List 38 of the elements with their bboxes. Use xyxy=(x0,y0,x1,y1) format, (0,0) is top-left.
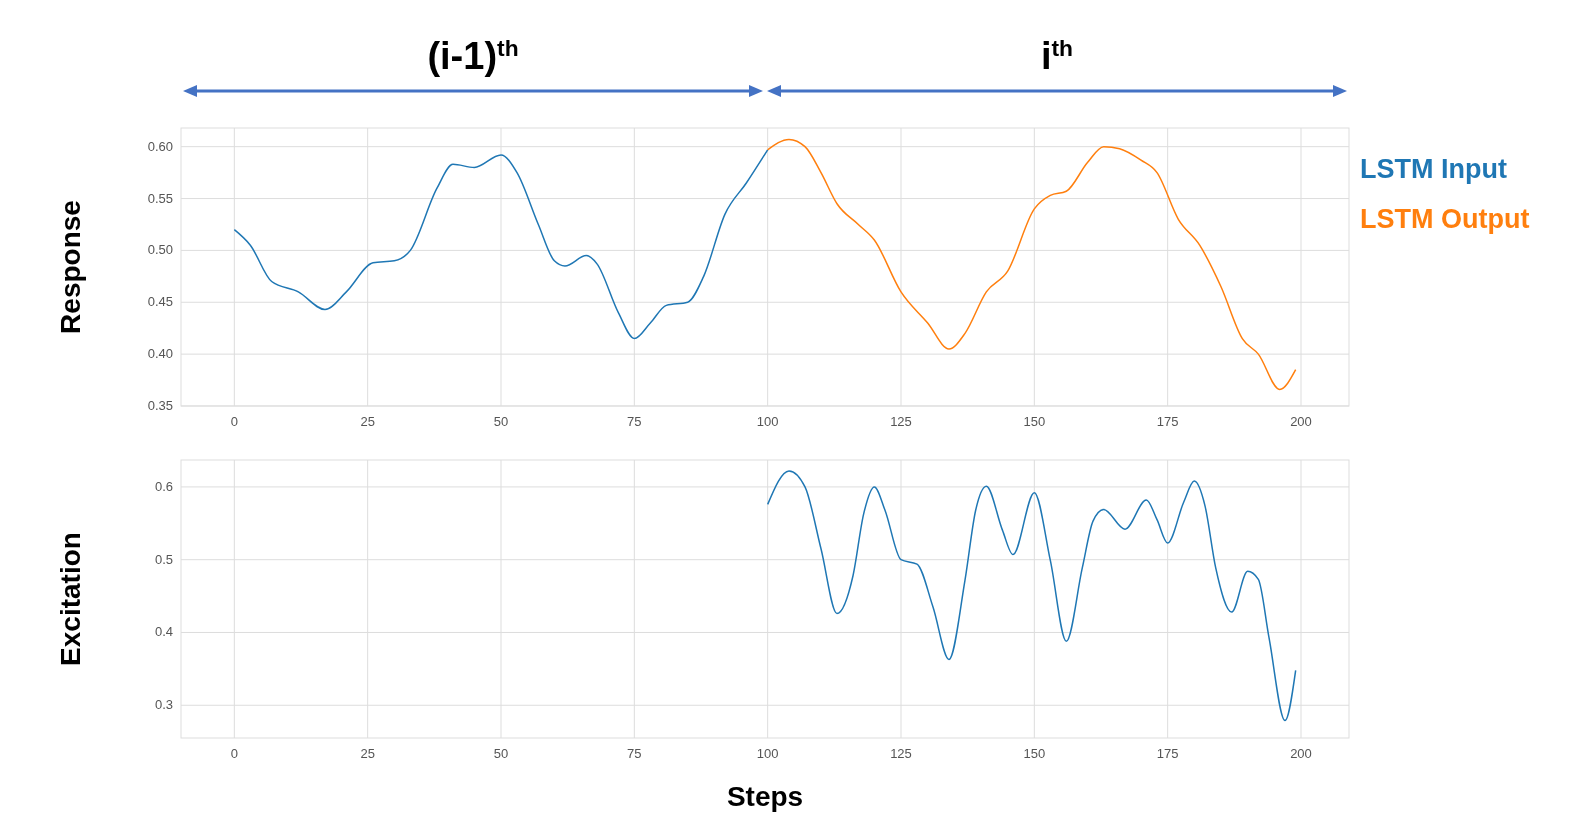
x-tick-label: 75 xyxy=(627,414,642,429)
x-tick-label: 175 xyxy=(1156,414,1179,429)
y-tick-label: 0.4 xyxy=(154,624,173,640)
text: i$^{th}$ xyxy=(1040,35,1074,77)
x-tick-label: 25 xyxy=(360,414,375,429)
x-tick-label: 100 xyxy=(756,746,779,761)
x-tick-label: 175 xyxy=(1156,746,1179,761)
y-tick-label: 0.40 xyxy=(147,346,173,362)
y-tick-label: 0.55 xyxy=(147,190,173,206)
text: (i-1)$^{th}$ xyxy=(427,35,519,77)
x-tick-label: 50 xyxy=(493,746,509,761)
x-tick-label: 200 xyxy=(1290,746,1312,761)
x-tick-label: 150 xyxy=(1023,746,1046,761)
x-tick-label: 0 xyxy=(230,746,238,761)
y-axis-title: Response xyxy=(55,200,86,334)
x-axis-title: Steps xyxy=(726,781,804,812)
text: LSTM Output xyxy=(1360,204,1530,234)
x-tick-label: 75 xyxy=(627,746,642,761)
y-tick-label: 0.3 xyxy=(154,697,173,713)
y-tick-label: 0.6 xyxy=(154,478,173,494)
x-tick-label: 200 xyxy=(1290,414,1312,429)
y-tick-label: 0.50 xyxy=(147,242,173,258)
y-axis-title: Excitation xyxy=(55,532,86,666)
line-series xyxy=(233,149,769,340)
line-series xyxy=(766,138,1297,391)
text: LSTM Input xyxy=(1360,154,1507,184)
x-tick-label: 0 xyxy=(230,414,238,429)
x-tick-label: 25 xyxy=(360,746,375,761)
x-tick-label: 150 xyxy=(1023,414,1046,429)
y-tick-label: 0.45 xyxy=(147,294,173,310)
line-series xyxy=(766,470,1297,722)
y-tick-label: 0.5 xyxy=(154,551,173,567)
x-tick-label: 100 xyxy=(756,414,779,429)
x-tick-label: 125 xyxy=(890,746,912,761)
x-tick-label: 50 xyxy=(493,414,509,429)
x-tick-label: 125 xyxy=(890,414,912,429)
y-tick-label: 0.60 xyxy=(147,138,173,154)
y-tick-label: 0.35 xyxy=(147,398,173,413)
